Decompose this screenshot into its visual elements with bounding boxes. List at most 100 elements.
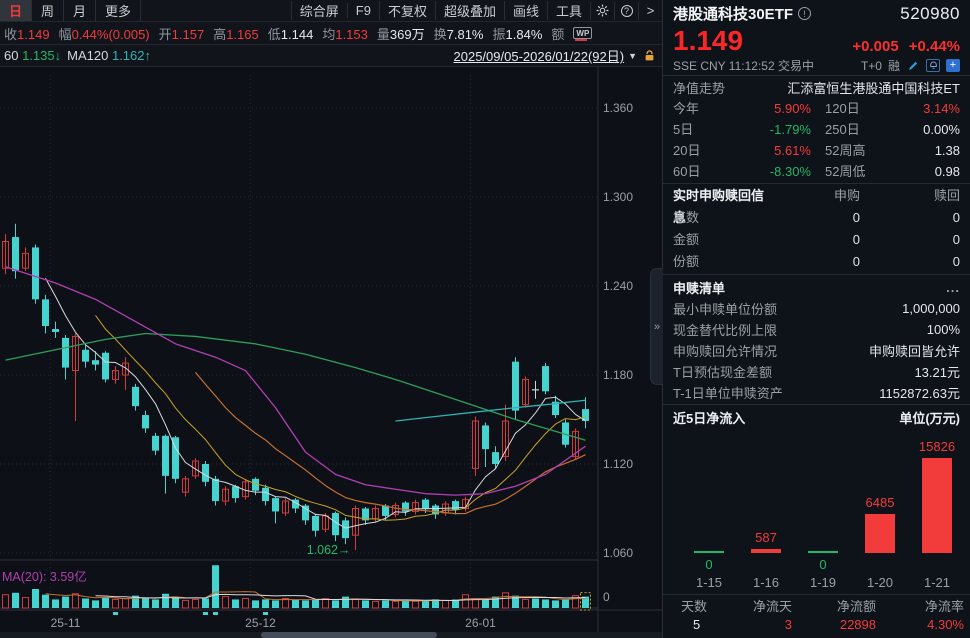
svg-text:25-12: 25-12 bbox=[245, 616, 276, 630]
panel-header: 港股通科技30ETF ! 520980 1.149 +0.005 +0.44% S… bbox=[663, 0, 970, 76]
inflow-value-label: 587 bbox=[755, 530, 777, 545]
svg-text:MA(20): 3.59亿: MA(20): 3.59亿 bbox=[2, 569, 87, 584]
footer-value: 5 bbox=[693, 617, 701, 632]
creation-list-header: 申赎清单 ... bbox=[663, 276, 970, 298]
help-icon[interactable]: ? bbox=[614, 1, 638, 20]
tool-composite-screen[interactable]: 综合屏 bbox=[290, 1, 347, 20]
perf-value: 5.90% bbox=[774, 101, 811, 116]
quote-volume: 量369万 bbox=[376, 26, 425, 42]
perf-value: 0.00% bbox=[923, 122, 960, 137]
inflow-category-label: 1-16 bbox=[752, 575, 780, 590]
perf-label: 5日 bbox=[673, 122, 694, 137]
tool-super-overlay[interactable]: 超级叠加 bbox=[434, 1, 504, 20]
svg-text:1.060: 1.060 bbox=[603, 546, 633, 560]
perf-value: 0.98 bbox=[934, 164, 960, 179]
chart-scrollbar-thumb[interactable] bbox=[261, 632, 437, 638]
svg-text:0: 0 bbox=[603, 590, 610, 604]
subscribe-redeem-table: 实时申购赎回信息 申购 赎回 笔数 0 0 金额 0 0 份额 0 0 bbox=[663, 185, 970, 273]
security-code: 520980 bbox=[900, 3, 960, 23]
fund-full-name: 汇添富恒生港股通中国科技ET bbox=[787, 80, 960, 96]
perf-label: 今年 bbox=[673, 101, 700, 116]
row-value: 0 bbox=[852, 210, 860, 225]
tab-daily[interactable]: 日 bbox=[0, 0, 33, 21]
inflow-value-label: 6485 bbox=[865, 495, 895, 511]
add-watchlist-icon[interactable]: + bbox=[946, 59, 960, 72]
net-inflow-chart: 0 1-15 587 1-16 0 1-19 6485 1-20 15826 1-21 bbox=[663, 428, 970, 594]
help-glyph: ? bbox=[620, 4, 633, 17]
kline-chart[interactable]: 1.360 1.300 1.240 1.180 1.120 1.060 MA(20): 3.… bbox=[0, 67, 662, 632]
inflow-unit: 单位(万元) bbox=[899, 410, 960, 426]
svg-text:1.360: 1.360 bbox=[603, 101, 633, 115]
row-value: 0 bbox=[852, 232, 860, 247]
quote-close: 收1.149 bbox=[4, 26, 50, 42]
wp-badge-icon[interactable]: WP bbox=[573, 27, 593, 41]
row-label: 金额 bbox=[673, 232, 700, 247]
perf-label: 52周低 bbox=[825, 164, 866, 179]
nav-trend-label: 净值走势 bbox=[673, 80, 726, 96]
tool-no-adjust[interactable]: 不复权 bbox=[378, 1, 435, 20]
inflow-category-label: 1-15 bbox=[695, 575, 723, 590]
list-row: T日预估现金差额 13.21元 bbox=[673, 365, 960, 380]
svg-text:1.300: 1.300 bbox=[603, 190, 633, 204]
perf-label: 60日 bbox=[673, 164, 701, 179]
tab-monthly[interactable]: 月 bbox=[64, 0, 97, 21]
perf-label: 250日 bbox=[825, 122, 860, 137]
svg-text:25-11: 25-11 bbox=[51, 616, 81, 630]
inflow-header: 近5日净流入 单位(万元) bbox=[663, 406, 970, 428]
info-icon[interactable]: ! bbox=[798, 7, 812, 20]
panel-collapse-button[interactable]: » bbox=[650, 268, 663, 385]
svg-text:26-01: 26-01 bbox=[465, 616, 496, 630]
tool-draw-line[interactable]: 画线 bbox=[503, 1, 547, 20]
inflow-bar bbox=[865, 514, 895, 553]
quote-amount: 额 bbox=[551, 26, 565, 42]
perf-value: 3.14% bbox=[923, 101, 960, 116]
row-value: 0 bbox=[852, 254, 860, 269]
inflow-value-label: 0 bbox=[705, 557, 713, 572]
row-value: 0 bbox=[952, 232, 960, 247]
tool-f9[interactable]: F9 bbox=[346, 3, 379, 18]
list-row: 最小申赎单位份额 1,000,000 bbox=[673, 301, 960, 317]
quote-high: 高1.165 bbox=[213, 26, 259, 42]
footer-value: 22898 bbox=[839, 617, 876, 632]
perf-value: 1.38 bbox=[934, 143, 960, 158]
market-status: SSE CNY 11:12:52 交易中 bbox=[673, 59, 814, 73]
footer-label: 净流率 bbox=[924, 599, 964, 614]
collapse-toolbar-icon[interactable]: > bbox=[638, 1, 662, 20]
quote-bar: 收1.149 幅0.44%(0.005) 开1.157 高1.165 低1.14… bbox=[0, 22, 662, 45]
tab-more[interactable]: 更多 bbox=[96, 0, 142, 21]
unlock-icon[interactable] bbox=[643, 49, 656, 62]
quote-avg: 均1.153 bbox=[322, 26, 368, 42]
performance-table: 今年 5.90% 120日 3.14% 5日 -1.79% 250日 0.00% 20日 5.… bbox=[663, 98, 970, 182]
price-change: +0.005 +0.44% bbox=[852, 38, 960, 55]
perf-value: 5.61% bbox=[774, 143, 811, 158]
divider bbox=[663, 404, 970, 405]
alert-bell-icon[interactable] bbox=[926, 59, 940, 72]
divider bbox=[663, 183, 970, 184]
chevron-down-icon[interactable]: ▼ bbox=[628, 50, 637, 61]
svg-text:1.180: 1.180 bbox=[603, 368, 633, 382]
double-chevron-icon: » bbox=[653, 320, 661, 333]
perf-label: 20日 bbox=[673, 143, 701, 158]
tool-tools[interactable]: 工具 bbox=[546, 1, 590, 20]
edit-icon[interactable] bbox=[906, 59, 920, 72]
col-redeem: 赎回 bbox=[933, 188, 960, 203]
tab-weekly[interactable]: 周 bbox=[32, 0, 65, 21]
nav-trend-row[interactable]: 净值走势 汇添富恒生港股通中国科技ET bbox=[663, 76, 970, 98]
divider bbox=[663, 274, 970, 275]
gear-icon[interactable] bbox=[590, 1, 614, 20]
chart-scrollbar-track[interactable] bbox=[0, 632, 662, 638]
date-range-selector[interactable]: 2025/09/05-2026/01/22(92日) bbox=[453, 49, 625, 64]
svg-text:1.240: 1.240 bbox=[603, 279, 633, 293]
last-price: 1.149 bbox=[673, 25, 744, 56]
footer-label: 净流额 bbox=[836, 599, 876, 614]
quote-turnover: 换7.81% bbox=[433, 26, 484, 42]
chart-toolbar: 日 周 月 更多 综合屏 F9 不复权 超级叠加 画线 工具 bbox=[0, 0, 662, 22]
perf-label: 52周高 bbox=[825, 143, 866, 158]
list-row: T-1日单位申赎资产 1152872.63元 bbox=[673, 386, 960, 401]
footer-label: 净流天 bbox=[752, 599, 792, 614]
quote-amplitude: 振1.84% bbox=[492, 26, 543, 42]
ma60-legend: 60 1.135↓ bbox=[4, 48, 62, 63]
more-button[interactable]: ... bbox=[946, 279, 960, 295]
svg-text:1.062→: 1.062→ bbox=[307, 543, 351, 557]
